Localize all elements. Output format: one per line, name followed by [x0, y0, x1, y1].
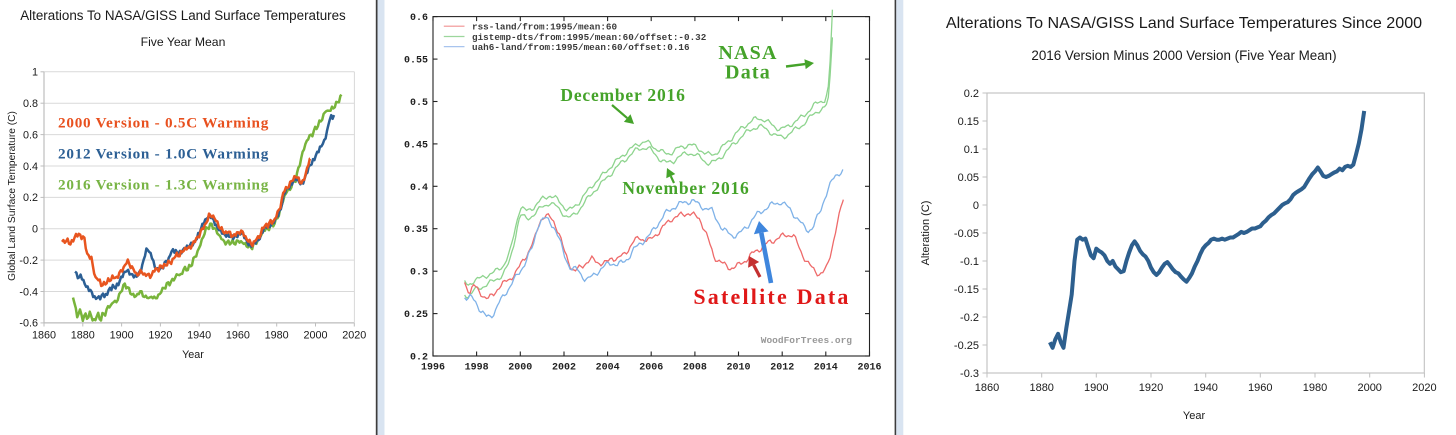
svg-text:Five Year Mean: Five Year Mean	[141, 35, 226, 49]
svg-text:2000: 2000	[303, 330, 327, 342]
svg-text:0.8: 0.8	[23, 98, 38, 110]
svg-text:rss-land/from:1995/mean:60: rss-land/from:1995/mean:60	[472, 22, 617, 33]
svg-text:1980: 1980	[265, 330, 289, 342]
svg-text:0.2: 0.2	[410, 353, 428, 364]
svg-text:-0.1: -0.1	[960, 256, 979, 268]
svg-text:-0.4: -0.4	[19, 286, 38, 298]
svg-text:0.6: 0.6	[410, 13, 428, 24]
svg-text:0.2: 0.2	[23, 192, 38, 204]
svg-text:Alteration (C): Alteration (C)	[920, 201, 932, 266]
svg-text:1980: 1980	[1303, 382, 1327, 394]
svg-text:1960: 1960	[1248, 382, 1272, 394]
svg-text:1900: 1900	[1084, 382, 1108, 394]
svg-text:1940: 1940	[187, 330, 211, 342]
svg-text:-0.25: -0.25	[954, 340, 979, 352]
svg-text:Alterations To NASA/GISS Land: Alterations To NASA/GISS Land Surface Te…	[20, 8, 346, 23]
svg-text:0.1: 0.1	[964, 144, 979, 156]
svg-text:0.6: 0.6	[23, 129, 38, 141]
svg-text:0.25: 0.25	[404, 310, 428, 321]
svg-text:2014: 2014	[814, 363, 838, 374]
svg-text:gistemp-dts/from:1995/mean:60/: gistemp-dts/from:1995/mean:60/offset:-0.…	[472, 32, 707, 43]
svg-text:2006: 2006	[639, 363, 663, 374]
svg-text:0: 0	[973, 200, 979, 212]
svg-text:Satellite Data: Satellite Data	[693, 284, 850, 309]
svg-text:-0.3: -0.3	[960, 368, 979, 380]
svg-text:1940: 1940	[1193, 382, 1217, 394]
svg-text:2020: 2020	[342, 330, 366, 342]
svg-text:Year: Year	[182, 349, 204, 361]
svg-text:0.4: 0.4	[23, 161, 38, 173]
svg-text:1960: 1960	[226, 330, 250, 342]
svg-text:2012: 2012	[770, 363, 794, 374]
svg-text:WoodForTrees.org: WoodForTrees.org	[761, 335, 853, 346]
svg-text:0.45: 0.45	[404, 140, 428, 151]
svg-text:2002: 2002	[552, 363, 576, 374]
svg-text:2020: 2020	[1412, 382, 1436, 394]
svg-text:2012 Version - 1.0C Warming: 2012 Version - 1.0C Warming	[58, 146, 269, 163]
svg-text:0.35: 0.35	[404, 225, 428, 236]
svg-text:1996: 1996	[421, 363, 445, 374]
svg-text:1880: 1880	[71, 330, 95, 342]
svg-text:December 2016: December 2016	[560, 85, 685, 105]
svg-text:NASA: NASA	[718, 42, 777, 64]
svg-text:Year: Year	[1183, 410, 1206, 422]
svg-text:1: 1	[32, 67, 38, 79]
svg-text:1880: 1880	[1029, 382, 1053, 394]
svg-text:November 2016: November 2016	[622, 178, 749, 198]
svg-text:0.3: 0.3	[410, 268, 428, 279]
svg-text:2016 Version - 1.3C Warming: 2016 Version - 1.3C Warming	[58, 177, 269, 194]
svg-text:0.55: 0.55	[404, 56, 428, 67]
svg-text:1860: 1860	[32, 330, 56, 342]
svg-text:1860: 1860	[975, 382, 999, 394]
svg-text:0.05: 0.05	[958, 172, 979, 184]
svg-text:1920: 1920	[148, 330, 172, 342]
svg-text:-0.05: -0.05	[954, 228, 979, 240]
svg-text:0.5: 0.5	[410, 98, 428, 109]
svg-text:Global Land Surface Temperatur: Global Land Surface Temperature (C)	[7, 111, 18, 281]
svg-text:2000: 2000	[1357, 382, 1381, 394]
svg-text:Alterations To NASA/GISS Land: Alterations To NASA/GISS Land Surface Te…	[946, 14, 1422, 32]
svg-text:-0.15: -0.15	[954, 284, 979, 296]
svg-text:1920: 1920	[1139, 382, 1163, 394]
svg-text:0: 0	[32, 224, 38, 236]
svg-text:1998: 1998	[465, 363, 489, 374]
svg-text:uah6-land/from:1995/mean:60/of: uah6-land/from:1995/mean:60/offset:0.16	[472, 42, 690, 53]
svg-text:-0.2: -0.2	[960, 312, 979, 324]
svg-text:0.2: 0.2	[964, 88, 979, 100]
svg-text:2008: 2008	[683, 363, 707, 374]
svg-text:Data: Data	[725, 62, 771, 84]
svg-text:2000: 2000	[508, 363, 532, 374]
svg-text:2016: 2016	[857, 363, 881, 374]
svg-text:-0.6: -0.6	[19, 318, 38, 330]
svg-text:2000 Version - 0.5C Warming: 2000 Version - 0.5C Warming	[58, 115, 269, 132]
svg-text:2010: 2010	[726, 363, 750, 374]
svg-text:1900: 1900	[110, 330, 134, 342]
svg-text:-0.2: -0.2	[19, 255, 38, 267]
svg-text:2004: 2004	[596, 363, 620, 374]
svg-text:0.4: 0.4	[410, 183, 428, 194]
svg-text:0.15: 0.15	[958, 116, 979, 128]
svg-text:2016 Version Minus 2000 Versio: 2016 Version Minus 2000 Version (Five Ye…	[1031, 48, 1336, 63]
